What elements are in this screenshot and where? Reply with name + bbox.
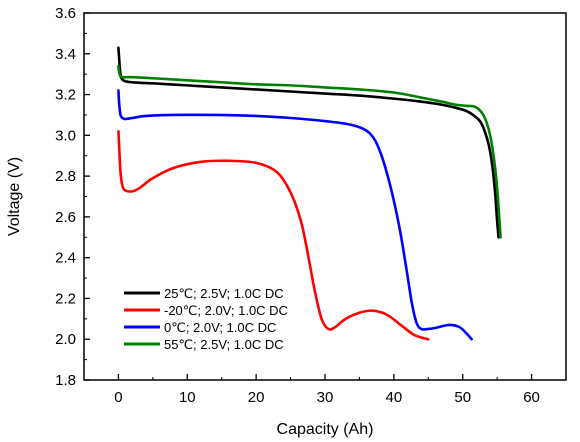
x-axis-ticks: 0 10 20 30 40 50 60 — [114, 374, 540, 406]
y-tick-label: 2.0 — [55, 331, 76, 348]
y-tick-label: 3.6 — [55, 5, 76, 22]
legend-label: 55℃; 2.5V; 1.0C DC — [164, 337, 284, 352]
y-tick-label: 2.8 — [55, 168, 76, 185]
y-tick-label: 2.4 — [55, 250, 76, 267]
series-layer — [117, 46, 502, 341]
y-tick-label: 2.2 — [55, 290, 76, 307]
y-tick-label: 1.8 — [55, 372, 76, 389]
series-line-3 — [117, 89, 473, 341]
x-tick-label: 0 — [114, 389, 122, 406]
legend-label: -20℃; 2.0V; 1.0C DC — [164, 303, 288, 318]
x-tick-label: 40 — [386, 389, 403, 406]
x-tick-label: 30 — [317, 389, 334, 406]
series-line-4 — [117, 64, 502, 239]
legend: 25℃; 2.5V; 1.0C DC -20℃; 2.0V; 1.0C DC 0℃;… — [124, 286, 288, 352]
x-tick-label: 60 — [523, 389, 540, 406]
y-axis-ticks: 1.8 2.0 2.2 2.4 2.6 2.8 3.0 3.2 3.4 3.6 — [55, 5, 90, 389]
x-tick-label: 50 — [454, 389, 471, 406]
x-tick-label: 10 — [179, 389, 196, 406]
y-axis-title: Voltage (V) — [6, 157, 23, 236]
y-tick-label: 3.2 — [55, 87, 76, 104]
y-tick-label: 3.0 — [55, 127, 76, 144]
legend-label: 0℃; 2.0V; 1.0C DC — [164, 320, 276, 335]
y-tick-label: 3.4 — [55, 46, 76, 63]
series-line-2 — [117, 129, 430, 341]
legend-label: 25℃; 2.5V; 1.0C DC — [164, 286, 284, 301]
series-line-1 — [117, 46, 500, 239]
x-tick-label: 20 — [248, 389, 265, 406]
y-tick-label: 2.6 — [55, 209, 76, 226]
x-axis-title: Capacity (Ah) — [277, 421, 374, 438]
